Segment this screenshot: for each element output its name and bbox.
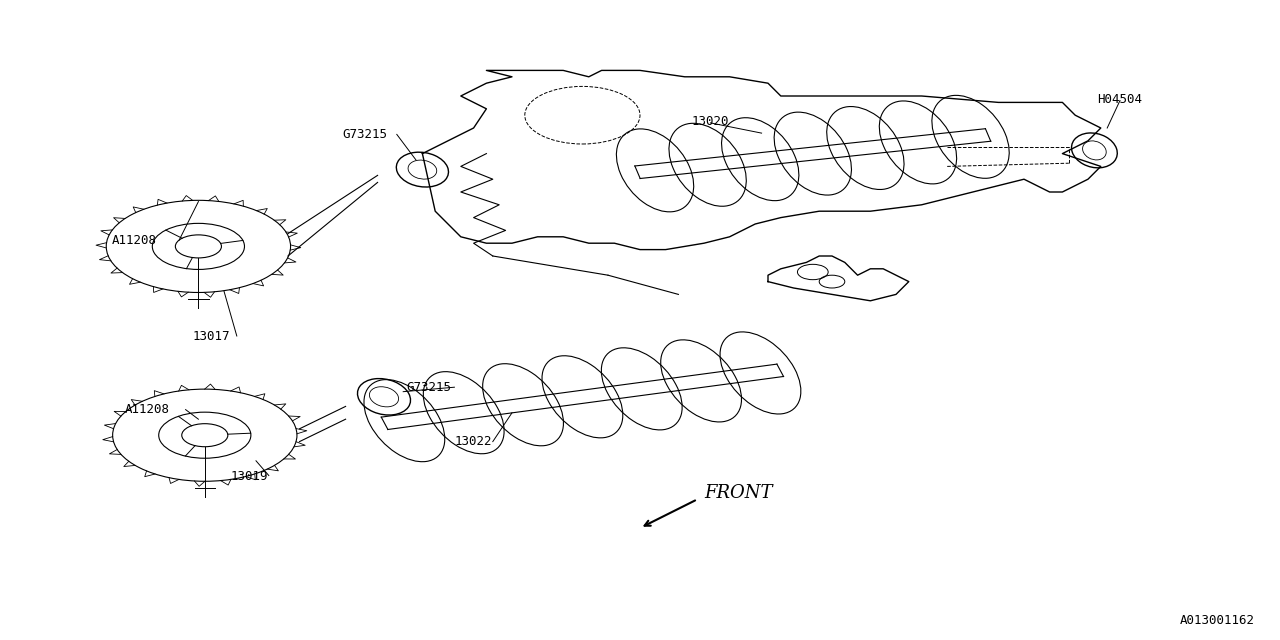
Text: 13017: 13017	[192, 330, 230, 342]
Text: G73215: G73215	[342, 128, 388, 141]
Text: H04504: H04504	[1097, 93, 1143, 106]
Text: FRONT: FRONT	[704, 484, 773, 502]
Text: G73215: G73215	[406, 381, 452, 394]
Text: 13022: 13022	[454, 435, 493, 448]
Text: A11208: A11208	[111, 234, 157, 246]
Text: 13020: 13020	[691, 115, 730, 128]
Text: A11208: A11208	[124, 403, 170, 416]
Text: A013001162: A013001162	[1179, 614, 1254, 627]
Text: 13019: 13019	[230, 470, 269, 483]
